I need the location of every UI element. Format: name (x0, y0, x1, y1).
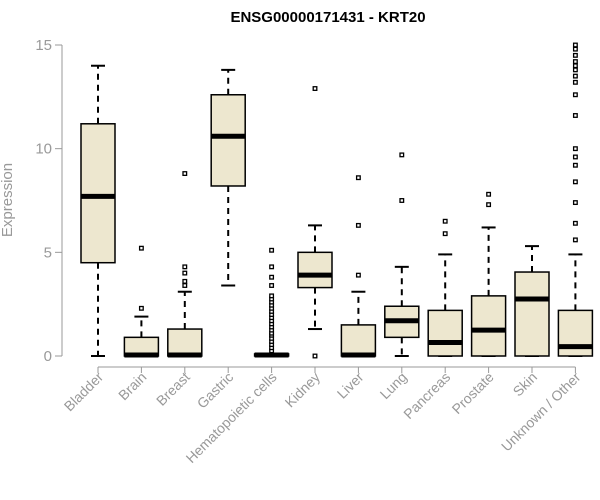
outlier-point (399, 152, 405, 158)
x-tick-label: Gastric (194, 369, 237, 412)
outlier-point (269, 283, 275, 288)
box-breast (167, 171, 203, 358)
outlier-point (182, 264, 188, 270)
y-tick-label: 15 (35, 37, 52, 54)
outlier-point (572, 67, 578, 73)
outlier-point (572, 63, 578, 69)
outlier-point (138, 245, 144, 251)
plot-area (80, 42, 594, 359)
iqr-box (297, 251, 333, 289)
outlier-point (312, 86, 318, 91)
y-tick-label: 10 (35, 141, 52, 158)
outlier-point (572, 179, 578, 185)
outlier-point (355, 222, 361, 228)
outlier-point (572, 92, 578, 98)
box-gastric (210, 68, 246, 287)
outlier-point (572, 162, 578, 168)
box-kidney (297, 86, 333, 359)
x-tick-label: Kidney (282, 369, 324, 411)
outlier-point (572, 79, 578, 85)
outlier-point (572, 237, 578, 243)
iqr-box (340, 324, 377, 357)
outlier-point (572, 42, 578, 48)
box-pancreas (427, 218, 463, 357)
box-bladder (80, 64, 116, 357)
outlier-point (269, 247, 275, 253)
outlier-point (442, 231, 448, 237)
outlier-point (486, 202, 492, 208)
box-prostate (470, 191, 507, 357)
outlier-point (399, 198, 405, 203)
iqr-box (514, 271, 550, 357)
outlier-point (182, 278, 188, 284)
x-tick-label: Breast (153, 369, 193, 409)
x-tick-label: Skin (510, 369, 541, 400)
outlier-point (269, 274, 275, 280)
outlier-point (269, 293, 275, 299)
outlier-point (442, 218, 448, 224)
outlier-point (182, 171, 188, 176)
box-liver (340, 175, 377, 358)
x-tick-label: Prostate (449, 369, 497, 417)
outlier-point (572, 52, 578, 58)
outlier-point (572, 73, 578, 79)
iqr-box (80, 123, 116, 264)
outlier-point (572, 46, 578, 52)
x-tick-label: Unknown / Other (498, 369, 584, 455)
outlier-point (355, 175, 361, 181)
outlier-point (312, 353, 318, 359)
y-tick-label: 0 (44, 348, 52, 365)
outlier-point (269, 264, 275, 270)
chart-title: ENSG00000171431 - KRT20 (230, 9, 425, 26)
y-axis: 0 5 10 15 (35, 37, 63, 365)
x-tick-label: Brain (115, 369, 149, 403)
outlier-point (486, 191, 492, 197)
outlier-point (572, 200, 578, 206)
outlier-point (182, 270, 188, 276)
outlier-point (572, 113, 578, 118)
x-tick-label: Lung (377, 369, 410, 402)
x-tick-label: Pancreas (400, 369, 453, 422)
outlier-point (572, 146, 578, 152)
outlier-point (572, 220, 578, 226)
iqr-box (470, 295, 507, 357)
iqr-box (210, 94, 246, 187)
box-unknown-other (557, 42, 594, 357)
outlier-point (355, 272, 361, 278)
outlier-point (182, 283, 188, 288)
x-tick-label: Liver (334, 369, 367, 402)
box-brain (123, 245, 160, 358)
outlier-point (572, 59, 578, 65)
iqr-box (167, 328, 203, 357)
y-axis-label: Expression (0, 163, 16, 237)
box-hematopoietic-cells (253, 247, 290, 358)
x-tick-label: Bladder (61, 369, 107, 415)
outlier-point (572, 154, 578, 160)
outlier-point (138, 305, 144, 311)
iqr-box (427, 309, 463, 357)
box-lung (384, 152, 420, 357)
box-skin (514, 245, 550, 357)
y-tick-label: 5 (44, 244, 52, 261)
